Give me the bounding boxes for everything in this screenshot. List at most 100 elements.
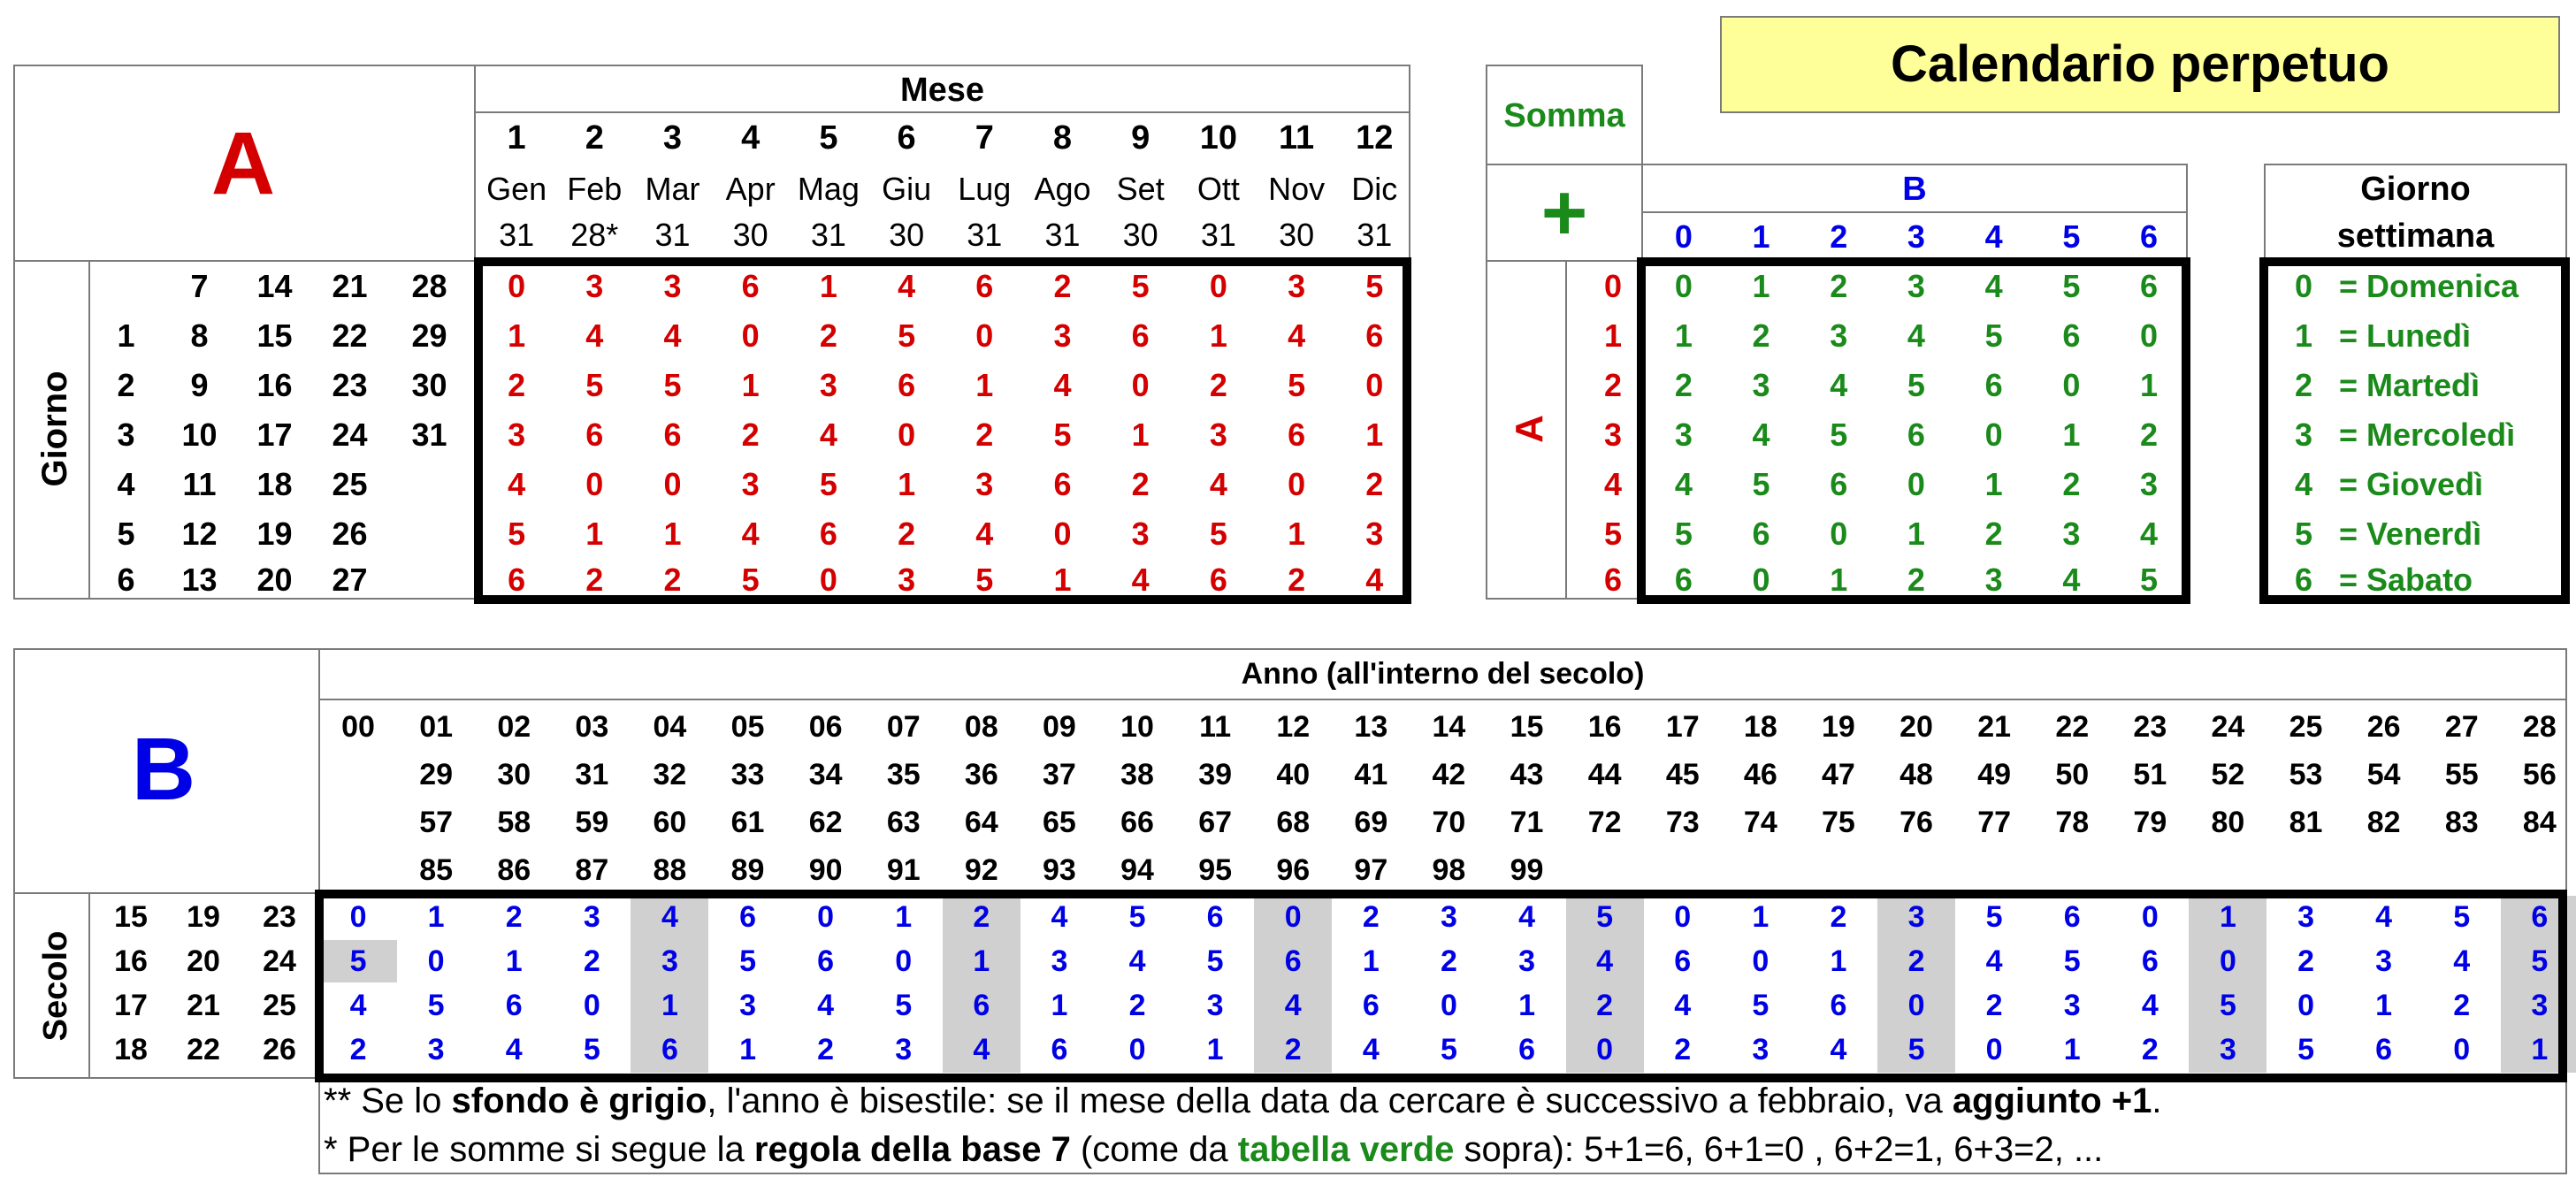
month-number: 10 <box>1199 119 1238 157</box>
year-value: 0 <box>817 900 835 934</box>
month-value: 3 <box>819 367 837 403</box>
weekday-number: 4 <box>2294 466 2313 502</box>
month-value: 3 <box>1288 268 1306 304</box>
century-number: 22 <box>187 1033 220 1066</box>
somma-value: 0 <box>2062 367 2081 403</box>
year-value: 5 <box>895 989 913 1022</box>
year-number: 43 <box>1510 758 1544 791</box>
day-number: 9 <box>190 367 209 403</box>
year-number: 56 <box>2522 758 2557 791</box>
month-number: 8 <box>1052 119 1073 157</box>
month-value: 3 <box>1131 516 1150 552</box>
year-value: 2 <box>349 1033 367 1066</box>
leap-year-cell <box>319 940 398 982</box>
somma-value: 4 <box>1830 367 1848 403</box>
month-value: 0 <box>975 317 994 354</box>
year-number: 77 <box>1977 806 2012 839</box>
year-number: 75 <box>1822 806 1855 839</box>
year-value: 3 <box>427 1033 445 1066</box>
somma-value: 4 <box>1907 317 1925 354</box>
somma-a-row: 1 <box>1603 317 1622 354</box>
month-number: 2 <box>585 119 604 157</box>
month-number: 7 <box>975 119 994 157</box>
month-value: 4 <box>975 516 994 552</box>
year-number <box>2423 847 2501 893</box>
month-value: 0 <box>585 466 604 502</box>
year-value: 5 <box>1985 900 2003 934</box>
month-value: 0 <box>741 317 760 354</box>
month-days: 30 <box>1279 217 1315 253</box>
month-value: 4 <box>1209 466 1227 502</box>
somma-value: 1 <box>1752 268 1770 304</box>
month-value: 2 <box>975 417 994 453</box>
month-value: 4 <box>1131 562 1150 598</box>
year-number: 54 <box>2366 758 2401 791</box>
year-number: 69 <box>1354 806 1388 839</box>
year-number: 27 <box>2444 710 2479 744</box>
year-value: 0 <box>1596 1033 1614 1066</box>
month-number: 5 <box>819 119 838 157</box>
month-value: 0 <box>1365 367 1384 403</box>
month-value: 0 <box>1288 466 1306 502</box>
day-number: 31 <box>411 417 447 453</box>
somma-value: 6 <box>1907 417 1925 453</box>
century-number: 16 <box>114 944 148 978</box>
day-number: 16 <box>256 367 293 403</box>
year-value: 0 <box>1674 900 1692 934</box>
year-number: 17 <box>1665 710 1700 744</box>
year-value: 5 <box>1752 989 1770 1022</box>
month-number: 3 <box>662 119 683 157</box>
day-number: 2 <box>117 367 135 403</box>
month-value: 1 <box>1288 516 1306 552</box>
year-number: 91 <box>886 853 921 887</box>
year-value: 3 <box>2375 944 2393 978</box>
somma-a-row: 3 <box>1603 417 1622 453</box>
year-value: 2 <box>1907 944 1925 978</box>
year-value: 4 <box>1985 944 2003 978</box>
year-number <box>1566 847 1644 893</box>
somma-value: 6 <box>2062 317 2081 354</box>
somma-value: 6 <box>1830 466 1848 502</box>
year-value: 0 <box>1128 1033 1146 1066</box>
month-number: 4 <box>741 119 761 157</box>
year-value: 3 <box>2219 1033 2236 1066</box>
weekday-number: 6 <box>2294 562 2313 598</box>
somma-value: 6 <box>1674 562 1693 598</box>
year-value: 3 <box>1907 900 1925 934</box>
somma-value: 5 <box>1674 516 1693 552</box>
year-value: 5 <box>1128 900 1146 934</box>
day-number: 7 <box>190 268 209 304</box>
weekday-number: 1 <box>2294 317 2313 354</box>
year-value: 4 <box>817 989 835 1022</box>
year-value: 5 <box>2453 900 2471 934</box>
year-value: 5 <box>1440 1033 1457 1066</box>
year-number: 67 <box>1198 806 1233 839</box>
somma-value: 2 <box>2062 466 2081 502</box>
year-value: 2 <box>1362 900 1380 934</box>
month-number: 9 <box>1131 119 1150 157</box>
month-value: 4 <box>1288 317 1306 354</box>
somma-value: 4 <box>2140 516 2159 552</box>
somma-a-row: 4 <box>1603 466 1622 502</box>
year-number: 23 <box>2133 710 2167 744</box>
month-value: 5 <box>663 367 682 403</box>
year-number <box>1644 847 1722 893</box>
century-number: 23 <box>263 900 296 934</box>
year-number: 83 <box>2444 806 2479 839</box>
month-value: 6 <box>663 417 682 453</box>
month-name: Nov <box>1268 171 1326 207</box>
year-value: 2 <box>1284 1033 1302 1066</box>
note-base-7: * Per le somme si segue la regola della … <box>324 1130 2104 1169</box>
table-b-values-frame <box>315 890 2567 1082</box>
year-value: 6 <box>505 989 523 1022</box>
somma-value: 4 <box>1752 417 1770 453</box>
somma-value: 3 <box>1984 562 2003 598</box>
year-value: 0 <box>1752 944 1770 978</box>
somma-value: 4 <box>2062 562 2081 598</box>
year-number: 36 <box>964 758 998 791</box>
year-value: 0 <box>1440 989 1457 1022</box>
year-value: 2 <box>1440 944 1457 978</box>
year-value: 4 <box>1830 1033 1847 1066</box>
year-value: 1 <box>2375 989 2393 1022</box>
year-number <box>1877 847 1955 893</box>
